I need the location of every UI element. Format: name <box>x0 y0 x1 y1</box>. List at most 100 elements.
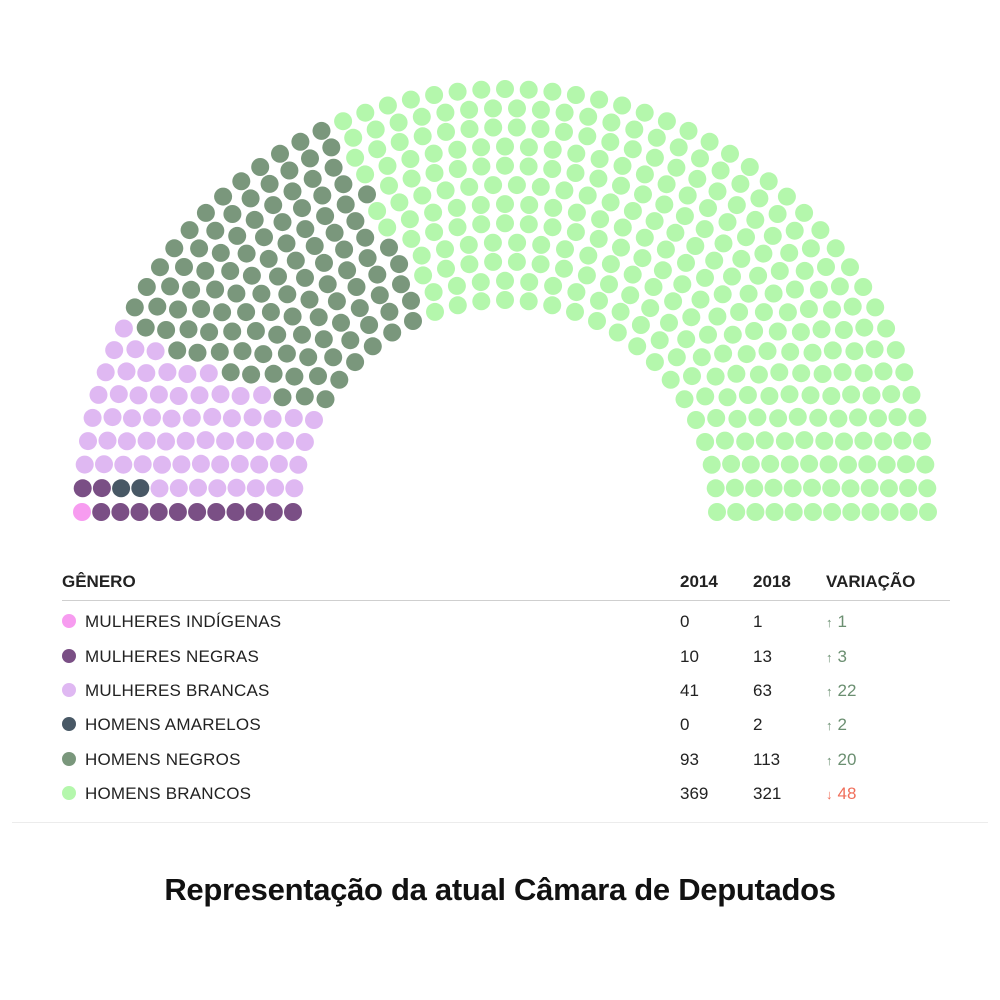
seat-dot <box>347 278 366 296</box>
seat-dot <box>472 292 491 311</box>
seat-dot <box>577 266 596 285</box>
seat-dot <box>696 387 715 406</box>
seat-dot <box>839 455 857 474</box>
seat-dot <box>335 240 354 259</box>
hemicycle-chart <box>73 80 937 521</box>
seat-dot <box>447 276 466 295</box>
seat-dot <box>126 340 145 359</box>
seat-dot <box>715 431 734 450</box>
value-2014: 93 <box>680 749 699 769</box>
seat-dot <box>723 267 741 286</box>
seat-dot <box>299 348 318 367</box>
seat-dot <box>83 408 102 427</box>
seat-dot <box>877 455 896 474</box>
seat-dot <box>400 210 419 229</box>
seat-dot <box>169 300 187 319</box>
seat-dot <box>519 215 538 234</box>
variation-cell: ↑ 22 <box>826 674 950 708</box>
seat-dot <box>226 503 245 521</box>
seat-dot <box>305 237 324 255</box>
seat-dot <box>861 503 880 521</box>
seat-dot <box>784 503 803 521</box>
seat-dot <box>460 255 479 274</box>
seat-dot <box>327 292 346 311</box>
seat-dot <box>691 149 709 168</box>
seat-dot <box>855 318 874 337</box>
legend-body: MULHERES INDÍGENAS 0 1 ↑ 1 MULHERES NEGRAS 10 1… <box>62 601 950 812</box>
seat-dot <box>631 316 650 334</box>
seat-dot <box>448 296 467 315</box>
seat-dot <box>682 308 701 327</box>
seat-dot <box>555 181 574 200</box>
arrow-up-icon: ↑ <box>826 718 833 734</box>
seat-dot <box>780 243 799 262</box>
seat-dot <box>683 367 701 386</box>
seat-dot <box>660 313 678 332</box>
arrow-up-icon: ↑ <box>826 649 833 665</box>
seat-dot <box>401 150 420 168</box>
seat-dot <box>765 503 784 521</box>
seat-dot <box>92 503 111 521</box>
seat-dot <box>425 164 444 182</box>
seat-dot <box>73 479 92 498</box>
seat-dot <box>713 285 732 304</box>
seat-dot <box>801 239 820 258</box>
seat-dot <box>555 103 574 122</box>
seat-dot <box>425 223 444 242</box>
variation-cell: ↓ 48 <box>826 777 950 811</box>
value-2018: 113 <box>753 749 781 769</box>
seat-dot <box>664 292 683 311</box>
seat-dot <box>589 229 608 248</box>
seat-dot <box>612 176 630 195</box>
value-2018: 63 <box>753 680 772 700</box>
seat-dot <box>246 479 265 498</box>
seat-dot <box>437 259 455 278</box>
seat-dot <box>769 409 788 428</box>
seat-dot <box>623 140 642 159</box>
seat-dot <box>266 478 285 497</box>
seat-dot <box>822 387 841 405</box>
seat-dot <box>519 138 538 157</box>
arrow-down-icon: ↓ <box>826 787 833 803</box>
seat-dot <box>645 353 664 372</box>
seat-dot <box>641 299 660 318</box>
seat-dot <box>137 278 156 296</box>
seat-dot <box>842 503 861 521</box>
seat-dot <box>112 479 131 498</box>
seat-dot <box>721 144 739 163</box>
seat-dot <box>188 343 207 362</box>
seat-dot <box>146 342 165 361</box>
seat-dot <box>136 318 155 337</box>
seat-dot <box>103 408 122 427</box>
seat-dot <box>214 187 233 206</box>
seat-dot <box>718 213 737 232</box>
seat-dot <box>801 386 820 405</box>
seat-dot <box>360 316 379 334</box>
seat-dot <box>783 479 802 498</box>
seat-dot <box>211 455 230 474</box>
seat-dot <box>79 432 97 451</box>
seat-dot <box>291 132 310 151</box>
seat-dot <box>758 342 777 361</box>
seat-dot <box>692 348 711 367</box>
seat-dot <box>520 273 539 292</box>
category-label: HOMENS NEGROS <box>85 749 241 769</box>
seat-dot <box>749 266 768 285</box>
seat-dot <box>109 385 128 404</box>
seat-dot <box>678 186 697 205</box>
value-2018: 1 <box>753 612 763 632</box>
seat-dot <box>770 363 789 382</box>
seat-dot <box>137 431 156 450</box>
seat-dot <box>414 266 433 285</box>
seat-dot <box>484 118 503 137</box>
seat-dot <box>459 235 478 254</box>
seat-dot <box>732 249 751 268</box>
seat-dot <box>543 160 562 178</box>
variation-cell: ↑ 1 <box>826 601 950 640</box>
seat-dot <box>363 337 382 356</box>
seat-dot <box>633 249 652 268</box>
seat-dot <box>728 409 747 428</box>
seat-dot <box>803 503 822 521</box>
seat-dot <box>795 203 814 222</box>
seat-dot <box>862 386 881 405</box>
